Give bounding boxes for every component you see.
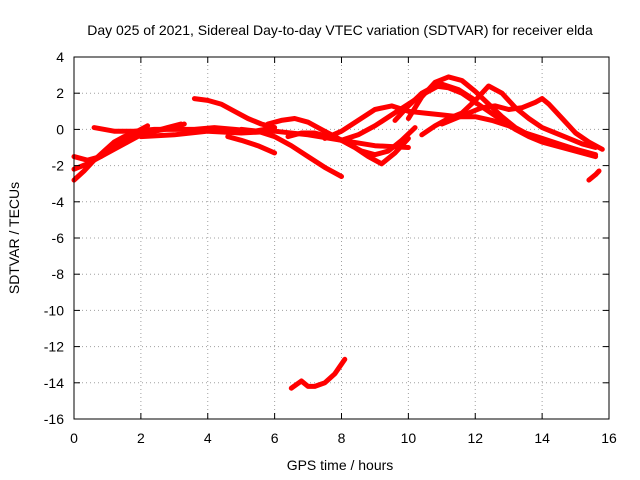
x-tick-label: 10 (401, 430, 417, 446)
axis-ticks: 0 2 4 6 8 10 12 14 16 4 2 0 -2 -4 -6 -8 -10 -12 -14 -16 (44, 49, 617, 446)
y-tick-label: -12 (44, 339, 64, 355)
series-line-arc-8 (238, 126, 344, 179)
series-line-arc-16 (439, 96, 605, 152)
y-tick-label: 0 (56, 121, 64, 137)
y-tick-label: 4 (56, 49, 64, 65)
series-line-arc-17 (586, 168, 602, 183)
series-line-arc-10 (285, 130, 411, 167)
y-tick-label: -14 (44, 375, 64, 391)
x-tick-label: 0 (70, 430, 78, 446)
y-tick-label: -16 (44, 411, 64, 427)
x-tick-label: 12 (467, 430, 483, 446)
series-line-arc-18 (288, 356, 348, 391)
y-tick-label: -8 (52, 266, 65, 282)
chart-title: Day 025 of 2021, Sidereal Day-to-day VTE… (87, 22, 593, 38)
x-tick-label: 2 (137, 430, 145, 446)
x-tick-label: 6 (271, 430, 279, 446)
y-tick-label: -10 (44, 302, 64, 318)
y-tick-label: 2 (56, 85, 64, 101)
x-tick-label: 16 (601, 430, 617, 446)
series-line-arc-15 (419, 83, 599, 150)
x-axis-label: GPS time / hours (287, 457, 394, 473)
x-tick-label: 14 (534, 430, 550, 446)
series-line-arc-14 (405, 74, 599, 158)
x-tick-label: 8 (338, 430, 346, 446)
y-axis-label: SDTVAR / TECUs (6, 182, 22, 294)
series-line-arc-7 (225, 134, 278, 156)
y-tick-label: -4 (52, 194, 65, 210)
series-line-arc-5 (138, 128, 411, 150)
y-tick-label: -6 (52, 230, 65, 246)
y-tick-label: -2 (52, 158, 65, 174)
data-series-group (71, 74, 605, 391)
series-line-arc-6 (191, 96, 278, 131)
grid-lines (74, 57, 609, 419)
x-tick-label: 4 (204, 430, 212, 446)
